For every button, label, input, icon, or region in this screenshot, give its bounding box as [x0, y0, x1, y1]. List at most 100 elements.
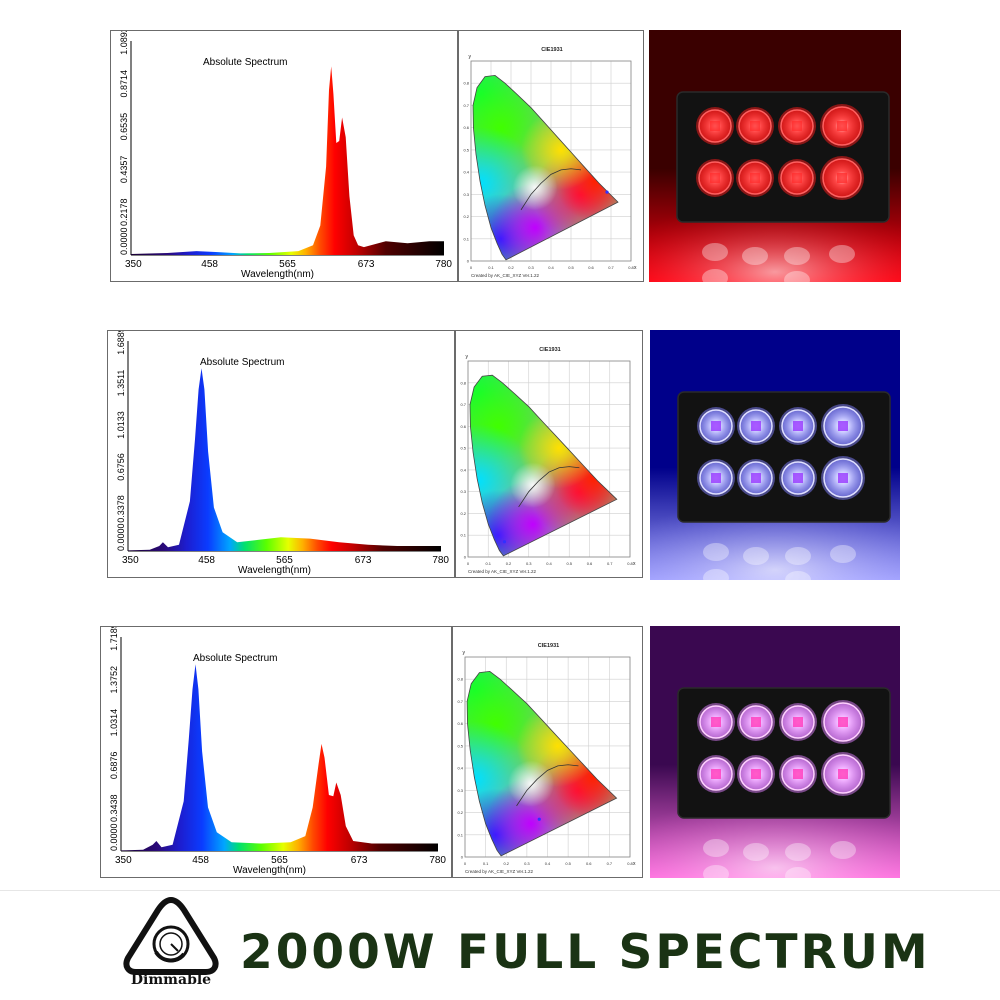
cie-chart-panel: 0 0.1 0.2 0.3 0.4 0.5 0.6 0.7 0.8 0 0.1 0.2 0.3 0.4 0.…	[455, 330, 643, 578]
cie-x-tick: 0.7	[607, 861, 613, 866]
y-tick-label: 0.3378	[116, 495, 126, 523]
led-chip	[751, 769, 761, 779]
led-chip	[750, 173, 760, 183]
cie-y-tick: 0.5	[463, 147, 469, 152]
led-panel-photo-purple	[650, 626, 900, 878]
led-chip	[751, 421, 761, 431]
led-chip	[838, 421, 848, 431]
cie-x-tick: 0	[467, 561, 470, 566]
cie-credit: Created by AK_CIE_XYZ Ver.1.22	[468, 569, 537, 574]
cie-chromaticity-chart: 0 0.1 0.2 0.3 0.4 0.5 0.6 0.7 0.8 0 0.1 0.2 0.3 0.4 0.…	[457, 643, 636, 874]
cie-x-axis-label: x	[634, 265, 637, 271]
x-axis-label: Wavelength(nm)	[233, 865, 306, 876]
led-panel-illustration	[650, 626, 900, 878]
cie-x-tick: 0.4	[545, 861, 551, 866]
led-reflection	[743, 843, 769, 861]
cie-x-tick: 0	[464, 861, 467, 866]
y-tick-label: 1.0133	[116, 411, 126, 439]
cie-y-tick: 0.8	[460, 380, 466, 385]
cie-y-tick: 0.7	[463, 103, 469, 108]
cie-x-tick: 0.1	[488, 265, 494, 270]
cie-y-axis-label: y	[466, 354, 469, 360]
chromaticity-point	[502, 540, 507, 544]
chart-title: Absolute Spectrum	[200, 357, 285, 368]
cie-x-tick: 0	[470, 265, 473, 270]
x-tick-label: 780	[429, 855, 446, 866]
cie-y-tick: 0.2	[463, 214, 469, 219]
cie-y-tick: 0.1	[460, 533, 466, 538]
cie-y-tick: 0.2	[460, 511, 466, 516]
y-tick-label: 1.6889	[116, 331, 126, 355]
cie-title: CIE1931	[538, 643, 559, 649]
cie-x-tick: 0.7	[607, 561, 613, 566]
headline: 2000W FULL SPECTRUM	[240, 925, 931, 980]
cie-y-tick: 0.5	[457, 743, 463, 748]
led-reflection	[703, 569, 729, 580]
x-tick-label: 350	[122, 555, 139, 566]
y-tick-label: 1.3752	[109, 666, 119, 694]
led-panel-illustration	[650, 330, 900, 580]
spectrum-area	[121, 664, 438, 851]
cie-y-tick: 0.5	[460, 446, 466, 451]
cie-x-tick: 0.2	[506, 561, 512, 566]
spectrum-area	[128, 368, 441, 551]
led-chip	[711, 421, 721, 431]
x-tick-label: 458	[201, 259, 218, 270]
led-reflection	[702, 269, 728, 282]
led-reflection	[702, 243, 728, 261]
cie-y-tick: 0.8	[457, 677, 463, 682]
cie-x-tick: 0.1	[483, 861, 489, 866]
cie-x-axis-label: x	[633, 861, 636, 867]
led-reflection	[785, 547, 811, 565]
x-tick-label: 673	[351, 855, 368, 866]
y-tick-label: 0.4357	[119, 156, 129, 184]
led-chip	[793, 473, 803, 483]
cie-title: CIE1931	[541, 47, 562, 53]
spectrum-row-red: 0.0000 0.2178 0.4357 0.6535 0.8714 1.0892 350 4…	[0, 30, 1000, 282]
cie-y-tick: 0.7	[460, 402, 466, 407]
cie-x-tick: 0.1	[485, 561, 491, 566]
led-chip	[711, 769, 721, 779]
x-axis-label: Wavelength(nm)	[238, 565, 311, 576]
cie-locus-outline	[466, 670, 618, 857]
led-chip	[751, 717, 761, 727]
y-tick-label: 0.6756	[116, 453, 126, 481]
cie-x-tick: 0.3	[526, 561, 532, 566]
led-chip	[838, 717, 848, 727]
led-chip	[837, 173, 847, 183]
spectrum-row-blue: 0.0000 0.3378 0.6756 1.0133 1.3511 1.6889 350 4…	[0, 330, 1000, 582]
cie-gamut	[467, 671, 617, 856]
dimmable-label: Dimmable	[130, 972, 212, 988]
cie-chromaticity-chart: 0 0.1 0.2 0.3 0.4 0.5 0.6 0.7 0.8 0 0.1 0.2 0.3 0.4 0.…	[463, 47, 637, 278]
planckian-locus	[516, 764, 579, 807]
cie-y-tick: 0.8	[463, 81, 469, 86]
planckian-locus	[518, 466, 580, 508]
cie-y-tick: 0.3	[460, 489, 466, 494]
led-reflection	[829, 245, 855, 263]
y-tick-label: 0.3438	[109, 794, 119, 822]
cie-chart-panel: 0 0.1 0.2 0.3 0.4 0.5 0.6 0.7 0.8 0 0.1 0.2 0.3 0.4 0.…	[452, 626, 643, 878]
cie-x-tick: 0.3	[524, 861, 530, 866]
y-tick-label: 1.0892	[119, 31, 129, 55]
cie-x-tick: 0.4	[548, 265, 554, 270]
x-axis-label: Wavelength(nm)	[241, 269, 314, 280]
cie-x-axis-label: x	[633, 561, 636, 567]
led-chip	[750, 121, 760, 131]
cie-y-tick: 0.6	[460, 424, 466, 429]
cie-x-tick: 0.6	[588, 265, 594, 270]
led-panel-illustration	[649, 30, 901, 282]
cie-y-tick: 0.7	[457, 699, 463, 704]
led-chip	[710, 173, 720, 183]
x-tick-label: 350	[115, 855, 132, 866]
led-reflection	[784, 247, 810, 265]
chromaticity-point	[605, 190, 609, 194]
cie-gamut	[473, 75, 618, 260]
cie-x-tick: 0.5	[565, 861, 571, 866]
led-chip	[710, 121, 720, 131]
led-reflection	[784, 271, 810, 282]
led-reflection	[830, 841, 856, 859]
led-chip	[793, 717, 803, 727]
